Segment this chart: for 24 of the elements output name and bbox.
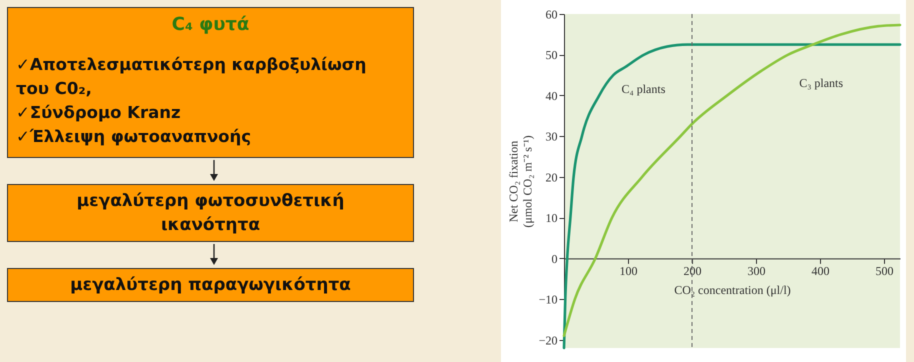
text: ✓Έλλειψη φωτοαναπνοής: [16, 126, 252, 148]
y-tick-label: 30: [546, 130, 558, 144]
x-tick-label: 200: [684, 264, 702, 278]
y-tick-label: 0: [552, 252, 558, 266]
y-axis-title: Net CO₂ fixation (μmol CO₂ m⁻² s⁻¹): [506, 135, 535, 228]
text: C₄ φυτά: [170, 14, 250, 35]
text: μεγαλύτερη φωτοσυνθετική ικανότητα: [7, 184, 414, 242]
y-tick-label: −20: [538, 333, 558, 348]
y-tick-label: 40: [546, 88, 558, 103]
y-tick-label: 50: [546, 48, 558, 62]
text: μεγαλύτερη παραγωγικότητα: [7, 268, 414, 302]
y-tick-label: 20: [546, 170, 558, 184]
x-tick-label: 500: [876, 264, 894, 278]
x-axis-title: CO₂ concentration (μl/l): [674, 282, 791, 297]
x-tick-label: 100: [620, 264, 638, 278]
x-tick-label: 300: [748, 264, 766, 278]
y-tick-label: 10: [546, 211, 558, 226]
text: C₃ plants: [799, 76, 844, 90]
text: ✓Αποτελεσματικότερη καρβοξυλίωση του C0₂,: [16, 54, 368, 100]
y-tick-label: −10: [538, 292, 558, 307]
text: ✓Σύνδρομο Kranz: [16, 102, 182, 124]
y-tick-label: 60: [546, 8, 558, 22]
series-label: C₄ plants: [622, 82, 666, 96]
x-tick-label: 400: [812, 264, 830, 278]
